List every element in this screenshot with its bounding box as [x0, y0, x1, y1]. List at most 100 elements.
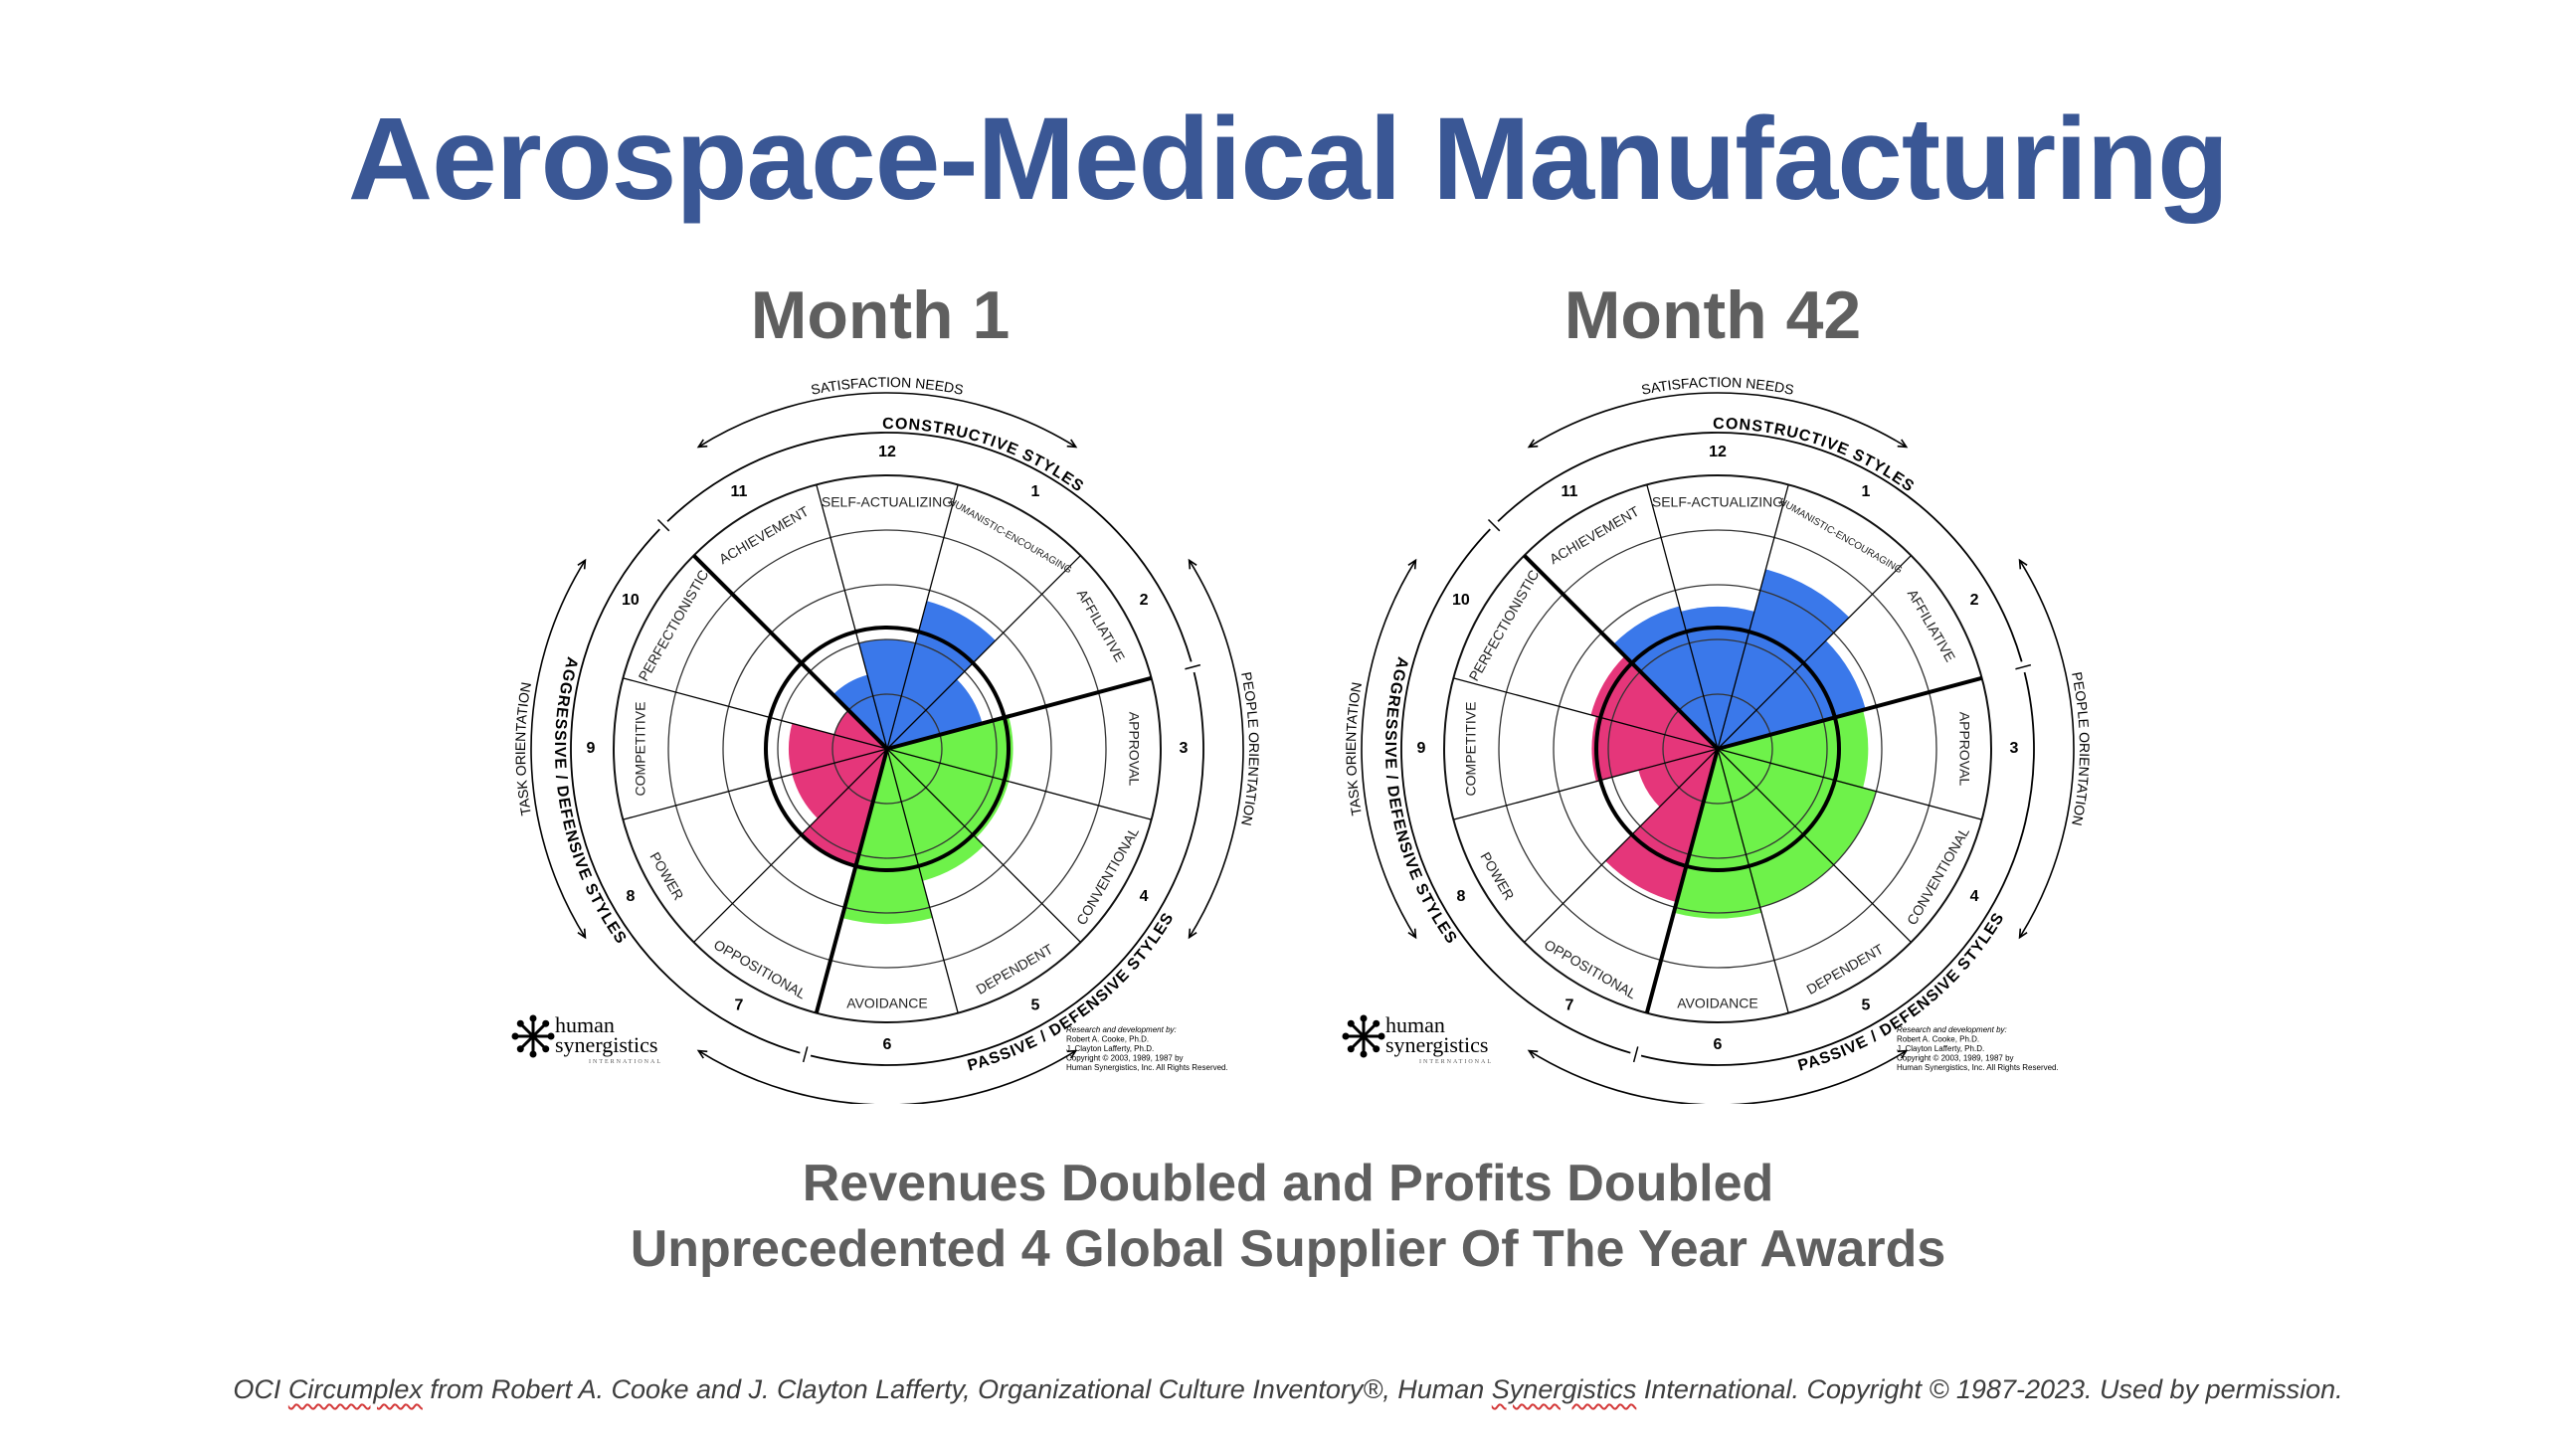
clock-number: 1 — [1862, 483, 1871, 500]
logo-star-dot — [516, 1045, 524, 1053]
footer-text-part: International. Copyright © 1987-2023. Us… — [1636, 1374, 2343, 1404]
style-name-label: HUMANISTIC-ENCOURAGING — [1777, 496, 1905, 576]
style-name-label: AVOIDANCE — [846, 996, 927, 1011]
satisfaction-needs-arc — [697, 392, 1077, 449]
clock-number: 8 — [626, 888, 635, 905]
percentile-ring — [1607, 638, 1828, 859]
circumplex-band-label: TASK ORIENTATION — [1343, 681, 1365, 817]
style-name-label: AFFILIATIVE — [1074, 587, 1129, 665]
clock-number: 7 — [735, 996, 744, 1013]
style-divider-line — [1453, 677, 1719, 750]
group-divider-line — [692, 554, 889, 751]
circumplex-band-label: PEOPLE ORIENTATION — [2069, 670, 2093, 827]
band-separator-tick — [1487, 518, 1501, 532]
logo-text-international: INTERNATIONAL — [1419, 1059, 1493, 1065]
credits-line: Copyright © 2003, 1989, 1987 by — [1897, 1054, 2014, 1063]
task-orientation-arc — [530, 559, 587, 939]
style-divider-line — [886, 748, 1081, 943]
percentile-ring — [1498, 529, 1937, 969]
clock-number: 2 — [1140, 592, 1149, 609]
group-divider-line — [1523, 554, 1720, 751]
style-wedge-competitive — [789, 723, 887, 775]
band-separator-tick — [1632, 1046, 1639, 1063]
style-divider-line — [1717, 748, 1789, 1013]
clock-number: 10 — [1452, 592, 1470, 609]
style-name-label: APPROVAL — [1126, 712, 1142, 787]
credits-line: Research and development by: — [1897, 1025, 2007, 1034]
logo-text-international: INTERNATIONAL — [589, 1059, 662, 1065]
logo-star-dot — [511, 1032, 519, 1040]
logo-star-dot — [1360, 1050, 1368, 1058]
style-divider-line — [623, 677, 888, 750]
style-name-label: PERFECTIONISTIC — [636, 567, 712, 683]
credits-line: J. Clayton Lafferty, Ph.D. — [1066, 1044, 1154, 1053]
credits-line: J. Clayton Lafferty, Ph.D. — [1897, 1044, 1984, 1053]
style-wedge-approval — [1718, 709, 1869, 789]
credits-line: Robert A. Cooke, Ph.D. — [1066, 1035, 1149, 1044]
people-orientation-arc — [1188, 559, 1244, 939]
style-divider-line — [886, 748, 1152, 820]
clock-number: 9 — [587, 740, 596, 757]
logo-star-dot — [1373, 1045, 1380, 1053]
passive-band-arc — [810, 671, 1204, 1066]
clock-number: 5 — [1862, 996, 1871, 1013]
style-divider-line — [1453, 748, 1719, 820]
results-revenue-profit: Revenues Doubled and Profits Doubled — [802, 1155, 1774, 1212]
clock-number: 6 — [883, 1036, 892, 1053]
arrowhead — [577, 928, 587, 940]
style-name-label: DEPENDENT — [973, 941, 1055, 997]
clock-number: 11 — [731, 483, 748, 500]
group-divider-line — [886, 675, 1153, 751]
circumplex-band-label: CONSTRUCTIVE STYLES — [882, 416, 1087, 496]
style-name-label: HUMANISTIC-ENCOURAGING — [947, 496, 1074, 576]
logo-star-dot — [1378, 1032, 1385, 1040]
style-name-label: ACHIEVEMENT — [1547, 503, 1642, 568]
arrowhead — [577, 558, 587, 570]
clock-number: 6 — [1714, 1036, 1723, 1053]
results-supplier-awards: Unprecedented 4 Global Supplier Of The Y… — [630, 1220, 1946, 1278]
band-separator-tick — [656, 518, 670, 532]
style-divider-line — [1524, 748, 1719, 943]
month-1-label: Month 1 — [750, 277, 1011, 353]
credits-line: Human Synergistics, Inc. All Rights Rese… — [1066, 1063, 1228, 1072]
percentile-ring — [777, 638, 998, 859]
logo-star-dot — [529, 1014, 537, 1022]
credits-line: Human Synergistics, Inc. All Rights Rese… — [1897, 1063, 2059, 1072]
passive-band-arc — [1640, 671, 2035, 1066]
aggressive-band-arc — [1400, 528, 1631, 1054]
percentile-ring — [1662, 693, 1773, 805]
month-42-label: Month 42 — [1564, 277, 1862, 353]
footer-word-circumplex: Circumplex — [287, 1374, 423, 1404]
clock-number: 3 — [2010, 740, 2019, 757]
percentile-ring — [667, 529, 1107, 969]
clock-number: 12 — [878, 444, 896, 460]
clock-number: 5 — [1031, 996, 1040, 1013]
style-wedge-achievement — [832, 674, 887, 749]
style-wedge-affiliative — [1718, 640, 1866, 749]
style-name-label: SELF-ACTUALIZING — [822, 494, 953, 510]
arrowhead — [1897, 439, 1909, 449]
style-wedge-humanistic-encouraging — [1718, 569, 1850, 749]
outer-ring — [1443, 474, 1992, 1023]
style-divider-line — [1717, 748, 1982, 820]
style-wedge-affiliative — [887, 678, 983, 749]
style-wedge-humanistic-encouraging — [887, 601, 996, 749]
footer-word-synergistics: Synergistics — [1491, 1374, 1637, 1404]
slide-title: Aerospace-Medical Manufacturing — [347, 93, 2229, 225]
logo-star-dot — [529, 1050, 537, 1058]
band-separator-tick — [802, 1046, 809, 1063]
logo-star-dot — [1342, 1032, 1350, 1040]
clock-number: 11 — [1562, 483, 1578, 500]
style-name-label: AFFILIATIVE — [1905, 587, 1959, 665]
constructive-band-arc — [666, 432, 1193, 662]
arrowhead — [1407, 928, 1417, 940]
clock-number: 2 — [1970, 592, 1979, 609]
footer-copyright-note: OCI Circumplex from Robert A. Cooke and … — [0, 1374, 2576, 1405]
group-divider-line — [1644, 748, 1720, 1014]
circumplex-chart-month-1: SELF-ACTUALIZING HUMANISTIC-ENCOURAGING AF… — [489, 368, 1285, 1104]
arrowhead — [696, 1049, 708, 1059]
logo-star-dot — [1347, 1045, 1355, 1053]
credits-line: Robert A. Cooke, Ph.D. — [1897, 1035, 1979, 1044]
median-ring — [764, 626, 1011, 872]
